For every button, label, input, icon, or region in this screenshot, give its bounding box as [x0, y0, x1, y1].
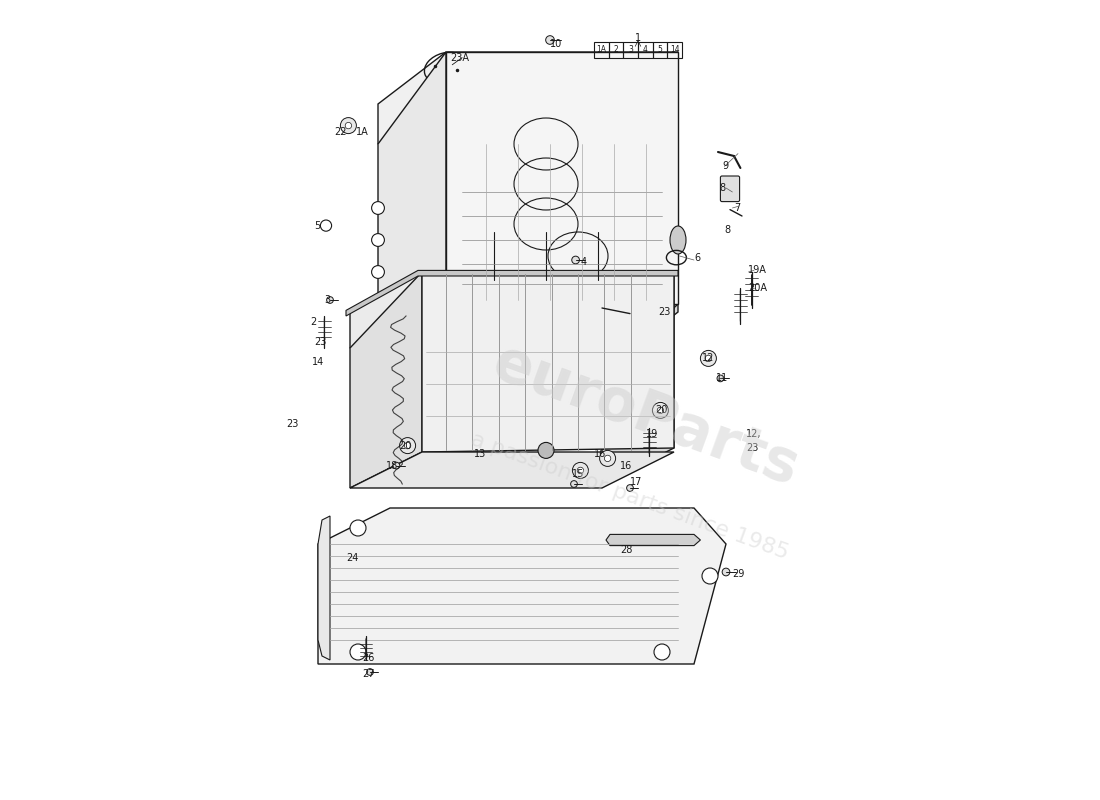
Circle shape	[327, 297, 333, 303]
Text: 8: 8	[719, 183, 726, 193]
Polygon shape	[606, 534, 701, 546]
Text: 5: 5	[658, 45, 662, 54]
Circle shape	[578, 467, 584, 474]
Text: 20: 20	[656, 405, 668, 414]
Text: 23A: 23A	[450, 54, 469, 63]
Polygon shape	[318, 508, 726, 664]
Polygon shape	[346, 270, 678, 316]
Text: 20A: 20A	[748, 283, 768, 293]
Text: 14: 14	[670, 45, 680, 54]
Text: 5: 5	[314, 221, 320, 230]
Circle shape	[654, 644, 670, 660]
Text: 12,: 12,	[746, 429, 761, 438]
Text: 11: 11	[716, 373, 728, 382]
Circle shape	[345, 122, 352, 129]
Circle shape	[604, 455, 611, 462]
Circle shape	[571, 481, 578, 487]
Text: 9: 9	[722, 162, 728, 171]
Text: 14: 14	[311, 357, 323, 366]
Text: 4: 4	[642, 45, 648, 54]
Text: 29: 29	[733, 570, 745, 579]
Text: 23: 23	[746, 443, 758, 453]
Circle shape	[372, 202, 384, 214]
Text: 19: 19	[646, 429, 658, 438]
Text: 24: 24	[346, 554, 359, 563]
Polygon shape	[350, 272, 422, 488]
Text: 8: 8	[725, 226, 730, 235]
Polygon shape	[378, 304, 678, 356]
Circle shape	[572, 462, 588, 478]
Bar	[638, 42, 652, 58]
Circle shape	[701, 350, 716, 366]
Polygon shape	[350, 452, 674, 488]
Bar	[594, 42, 608, 58]
Text: 10: 10	[550, 39, 562, 49]
Text: 1A: 1A	[596, 45, 606, 54]
Circle shape	[393, 462, 399, 469]
Ellipse shape	[670, 226, 686, 254]
Text: 27: 27	[362, 669, 374, 678]
Polygon shape	[378, 52, 678, 144]
Text: 18: 18	[386, 461, 398, 470]
Text: 6: 6	[694, 253, 700, 262]
Circle shape	[399, 438, 416, 454]
Text: 3: 3	[628, 45, 634, 54]
Text: 15: 15	[572, 469, 585, 478]
Text: 16: 16	[594, 450, 606, 459]
Polygon shape	[378, 52, 446, 356]
Text: 22: 22	[334, 127, 346, 137]
Circle shape	[652, 402, 669, 418]
Text: 26: 26	[362, 653, 374, 662]
Text: 17: 17	[630, 478, 642, 487]
Text: 23: 23	[314, 338, 327, 347]
Circle shape	[372, 266, 384, 278]
Text: 19A: 19A	[748, 266, 768, 275]
Text: 7: 7	[734, 203, 740, 213]
Circle shape	[405, 442, 410, 449]
Polygon shape	[318, 516, 330, 660]
Text: 3: 3	[324, 295, 330, 305]
Text: 1: 1	[635, 33, 641, 42]
Circle shape	[702, 568, 718, 584]
Text: 12: 12	[702, 354, 714, 363]
Circle shape	[657, 407, 663, 414]
Polygon shape	[422, 272, 674, 452]
Text: 23: 23	[286, 419, 298, 429]
Text: 23: 23	[658, 307, 670, 317]
Circle shape	[350, 644, 366, 660]
Circle shape	[340, 118, 356, 134]
Text: 4: 4	[581, 258, 586, 267]
Circle shape	[320, 220, 331, 231]
Circle shape	[600, 450, 616, 466]
Circle shape	[546, 36, 554, 44]
Text: 16: 16	[620, 461, 632, 470]
Polygon shape	[602, 308, 674, 484]
Bar	[608, 42, 624, 58]
Circle shape	[717, 375, 724, 382]
Text: 2: 2	[310, 317, 317, 326]
Text: 28: 28	[620, 546, 632, 555]
Circle shape	[372, 234, 384, 246]
Circle shape	[572, 256, 580, 264]
Bar	[652, 42, 668, 58]
Text: 13: 13	[474, 450, 486, 459]
FancyBboxPatch shape	[720, 176, 739, 202]
Bar	[624, 42, 638, 58]
Text: 1A: 1A	[356, 127, 370, 137]
Text: 2: 2	[614, 45, 618, 54]
Text: 20: 20	[399, 441, 412, 450]
Circle shape	[627, 485, 634, 491]
Text: a passion for parts since 1985: a passion for parts since 1985	[469, 429, 792, 563]
Polygon shape	[621, 100, 678, 356]
Circle shape	[723, 568, 729, 576]
Circle shape	[366, 669, 373, 675]
Circle shape	[705, 355, 712, 362]
Circle shape	[350, 520, 366, 536]
Text: euroParts: euroParts	[485, 334, 807, 498]
Bar	[668, 42, 682, 58]
Circle shape	[538, 442, 554, 458]
Polygon shape	[350, 272, 674, 348]
Polygon shape	[446, 52, 678, 304]
